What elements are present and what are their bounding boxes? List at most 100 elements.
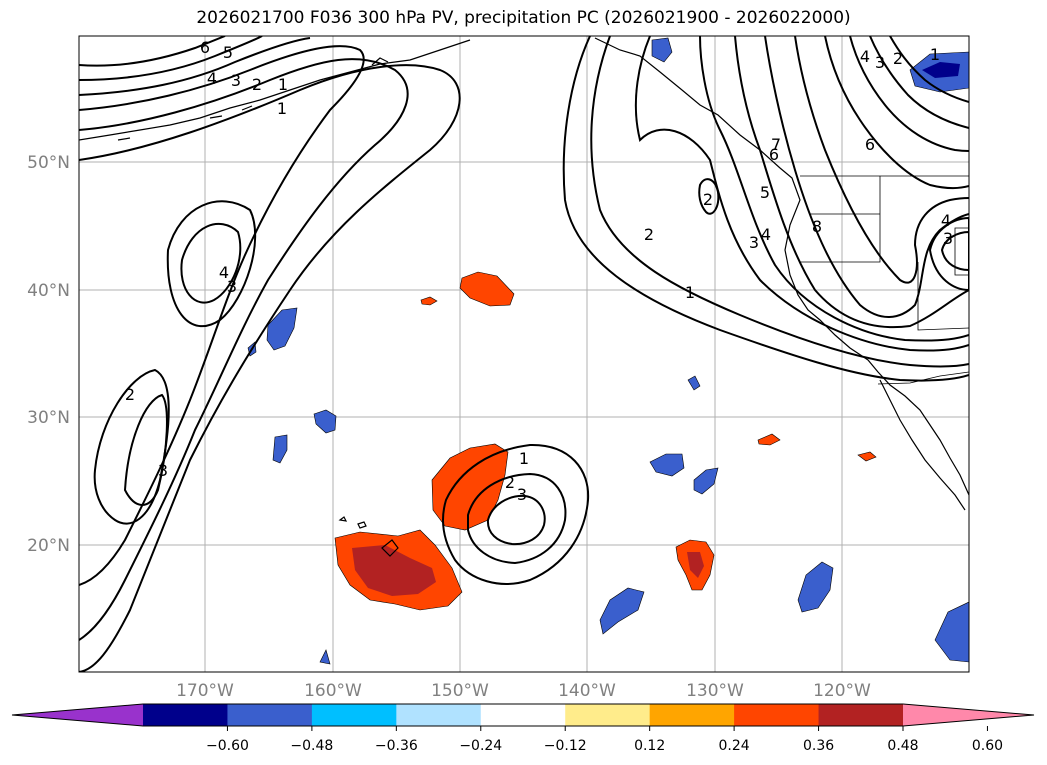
precip-positive-blob-small1 [420,296,438,306]
pv-contour-east-9 [849,36,969,152]
lon-label-140w: 140°W [558,681,616,701]
colorbar-tick-label: 0.60 [972,738,1003,754]
colorbar-extend-high [903,704,1034,726]
precip-negative-blob-2 [313,409,337,434]
map-title: 2026021700 F036 300 hPa PV, precipitatio… [196,8,851,28]
pv-contour-east-11 [889,36,969,103]
precip-negative-blob-1 [266,307,298,351]
pv-contour-east-5 [734,36,969,329]
colorbar-segment [818,704,904,726]
precip-positive-blob-small3 [857,451,877,462]
contour-label: 2 [505,473,515,492]
lat-label-30n: 30°N [27,408,70,428]
colorbar-segment [311,704,397,726]
contour-label: 6 [200,38,210,57]
precip-negative-blob-11 [687,375,701,391]
pv-contour-east-ring-3 [940,230,969,272]
pv-contour-west-4 [79,37,311,96]
lon-label-160w: 160°W [304,681,362,701]
lon-label-170w: 170°W [176,681,234,701]
colorbar: −0.60 −0.48 −0.36 −0.24 −0.12 0.12 0.24 0.36 0.4… [11,703,1035,754]
contour-label: 3 [517,485,527,504]
precip-shading [247,37,969,665]
precip-strong-negative-blob [922,62,960,78]
lon-label-120w: 120°W [813,681,871,701]
precip-negative-blob-4 [649,453,685,477]
contour-label: 2 [125,385,135,404]
contour-label: 6 [865,135,875,154]
coast-baja [879,379,966,511]
lat-labels: 50°N 40°N 30°N 20°N [27,153,70,556]
pv-contour-cutoff-2 [467,472,567,565]
contour-label: 3 [749,233,759,252]
precip-positive-blob-north [459,271,515,307]
colorbar-extend-low [12,704,143,726]
contour-label: 1 [685,283,695,302]
pv-contour-west-1 [79,64,461,672]
precip-strong-blob-hawaii [352,545,436,596]
colorbar-segment [734,704,820,726]
contour-label: 4 [761,225,771,244]
contour-label: 3 [875,53,885,72]
contour-label: 1 [278,75,288,94]
pv-contour-east-ring-2 [928,216,969,292]
contour-label: 2 [893,49,903,68]
pv-contour-cutoff-1 [442,443,590,585]
contour-label: 4 [860,47,870,66]
lon-labels: 170°W 160°W 150°W 140°W 130°W 120°W [176,681,871,701]
contour-label: 5 [760,183,770,202]
colorbar-tick-label: 0.24 [719,738,750,754]
contour-label: 1 [277,99,287,118]
pv-contours [79,36,969,672]
pv-contour-east-7 [794,36,969,284]
lat-label-20n: 20°N [27,536,70,556]
precip-negative-blob-3 [272,434,288,464]
contour-label: 2 [644,225,654,244]
pv-contour-west-5 [79,36,263,81]
pv-contour-west-3 [79,45,365,586]
lon-label-150w: 150°W [431,681,489,701]
precip-negative-blob-7 [797,561,834,613]
pv-contour-east-ring-1 [698,178,720,215]
border-states [800,176,969,331]
contour-label: 8 [812,217,822,236]
precip-negative-blob-8 [934,601,969,663]
pv-contour-east-2 [590,36,969,368]
borders [800,175,969,385]
contour-label: 4 [207,69,217,88]
pv-contour-east-4 [699,36,969,342]
contour-label: 4 [219,263,229,282]
lat-label-40n: 40°N [27,281,70,301]
colorbar-tick-label: 0.48 [887,738,918,754]
precip-negative-blob-5 [693,467,719,495]
pv-contour-east-1 [562,36,969,382]
colorbar-tick-label: −0.60 [206,738,249,754]
colorbar-tick-label: 0.36 [803,738,834,754]
colorbar-segment [480,704,566,726]
pv-contour-west-6 [79,36,226,67]
precip-strong-blob-130w [687,552,704,578]
lat-label-50n: 50°N [27,153,70,173]
contour-label: 6 [769,145,779,164]
colorbar-tick-label: −0.12 [544,738,587,754]
contour-label: 1 [930,45,940,64]
pv-contour-cutoff-3 [486,494,546,546]
pv-contour-west-ring-1 [166,200,257,327]
map-area [79,36,969,672]
precip-negative-blob-6 [599,587,645,635]
contour-label: 3 [943,229,953,248]
hawaii-islands [338,516,399,557]
contour-label: 3 [158,461,168,480]
colorbar-segment [396,704,482,726]
contour-label: 2 [703,190,713,209]
pv-contour-west-2 [79,58,409,641]
colorbar-tick-label: −0.36 [375,738,418,754]
colorbar-outline [11,703,1035,727]
pv-contour-east-3 [634,36,969,352]
contour-label: 3 [231,71,241,90]
contour-label: 1 [519,449,529,468]
coastlines [79,37,969,511]
contour-label: 2 [252,75,262,94]
precip-negative-blob-12 [319,649,331,665]
